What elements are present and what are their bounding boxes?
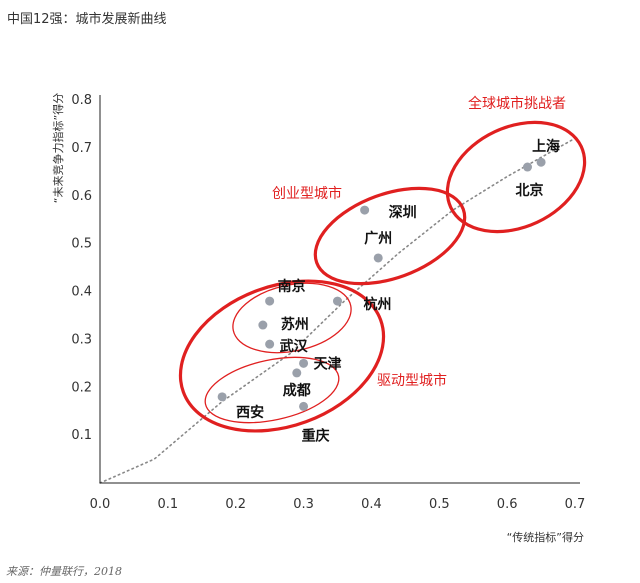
data-point xyxy=(360,205,370,215)
group-label-startup: 创业型城市 xyxy=(272,185,342,202)
group-ellipse-global xyxy=(445,120,587,234)
x-tick-label: 0.7 xyxy=(565,497,586,512)
subgroup-ellipse-upper xyxy=(232,282,352,354)
city-label: 上海 xyxy=(532,138,560,155)
y-tick-label: 0.8 xyxy=(71,93,92,108)
data-point xyxy=(536,157,546,167)
group-ellipse-driver xyxy=(178,279,386,433)
y-tick-label: 0.5 xyxy=(71,237,92,252)
data-point xyxy=(217,392,227,402)
city-label: 南京 xyxy=(278,278,306,295)
y-tick-label: 0.4 xyxy=(71,285,92,300)
city-label: 杭州 xyxy=(364,296,392,313)
y-tick-label: 0.7 xyxy=(71,141,92,156)
city-label: 苏州 xyxy=(281,316,309,333)
city-label: 天津 xyxy=(314,355,342,372)
x-axis-title: “传统指标”得分 xyxy=(507,530,584,544)
data-point xyxy=(299,401,309,411)
y-tick-label: 0.1 xyxy=(71,428,92,443)
x-tick-label: 0.1 xyxy=(158,497,179,512)
data-point xyxy=(299,358,309,368)
x-tick-label: 0.0 xyxy=(90,497,111,512)
group-label-global: 全球城市挑战者 xyxy=(468,95,566,112)
data-point xyxy=(292,368,302,378)
y-tick-label: 0.6 xyxy=(71,189,92,204)
x-tick-label: 0.2 xyxy=(225,497,246,512)
x-tick-label: 0.3 xyxy=(293,497,314,512)
city-label: 广州 xyxy=(364,230,392,247)
data-point xyxy=(333,296,342,306)
city-label: 重庆 xyxy=(302,427,330,444)
data-point xyxy=(258,320,268,330)
data-point xyxy=(523,162,532,172)
x-tick-label: 0.6 xyxy=(497,497,518,512)
city-label: 深圳 xyxy=(389,204,417,221)
data-point xyxy=(265,296,275,306)
city-label: 北京 xyxy=(516,182,544,199)
city-label: 武汉 xyxy=(280,338,309,355)
subgroup-ellipse-lower xyxy=(204,356,340,424)
x-tick-label: 0.5 xyxy=(429,497,450,512)
data-point xyxy=(373,253,383,263)
y-tick-label: 0.2 xyxy=(71,380,92,395)
trend-curve xyxy=(99,137,576,484)
x-tick-label: 0.4 xyxy=(361,497,382,512)
y-axis-title: “未来竞争力指标”得分 xyxy=(51,93,65,203)
city-label: 西安 xyxy=(236,404,264,421)
chart-title: 中国12强：城市发展新曲线 xyxy=(7,12,167,27)
y-tick-label: 0.3 xyxy=(71,332,92,347)
data-point xyxy=(265,339,275,349)
city-label: 成都 xyxy=(283,382,311,399)
source-note: 来源：仲量联行，2018 xyxy=(6,565,122,578)
group-ellipse-startup xyxy=(313,186,467,286)
group-label-driver: 驱动型城市 xyxy=(377,372,447,389)
